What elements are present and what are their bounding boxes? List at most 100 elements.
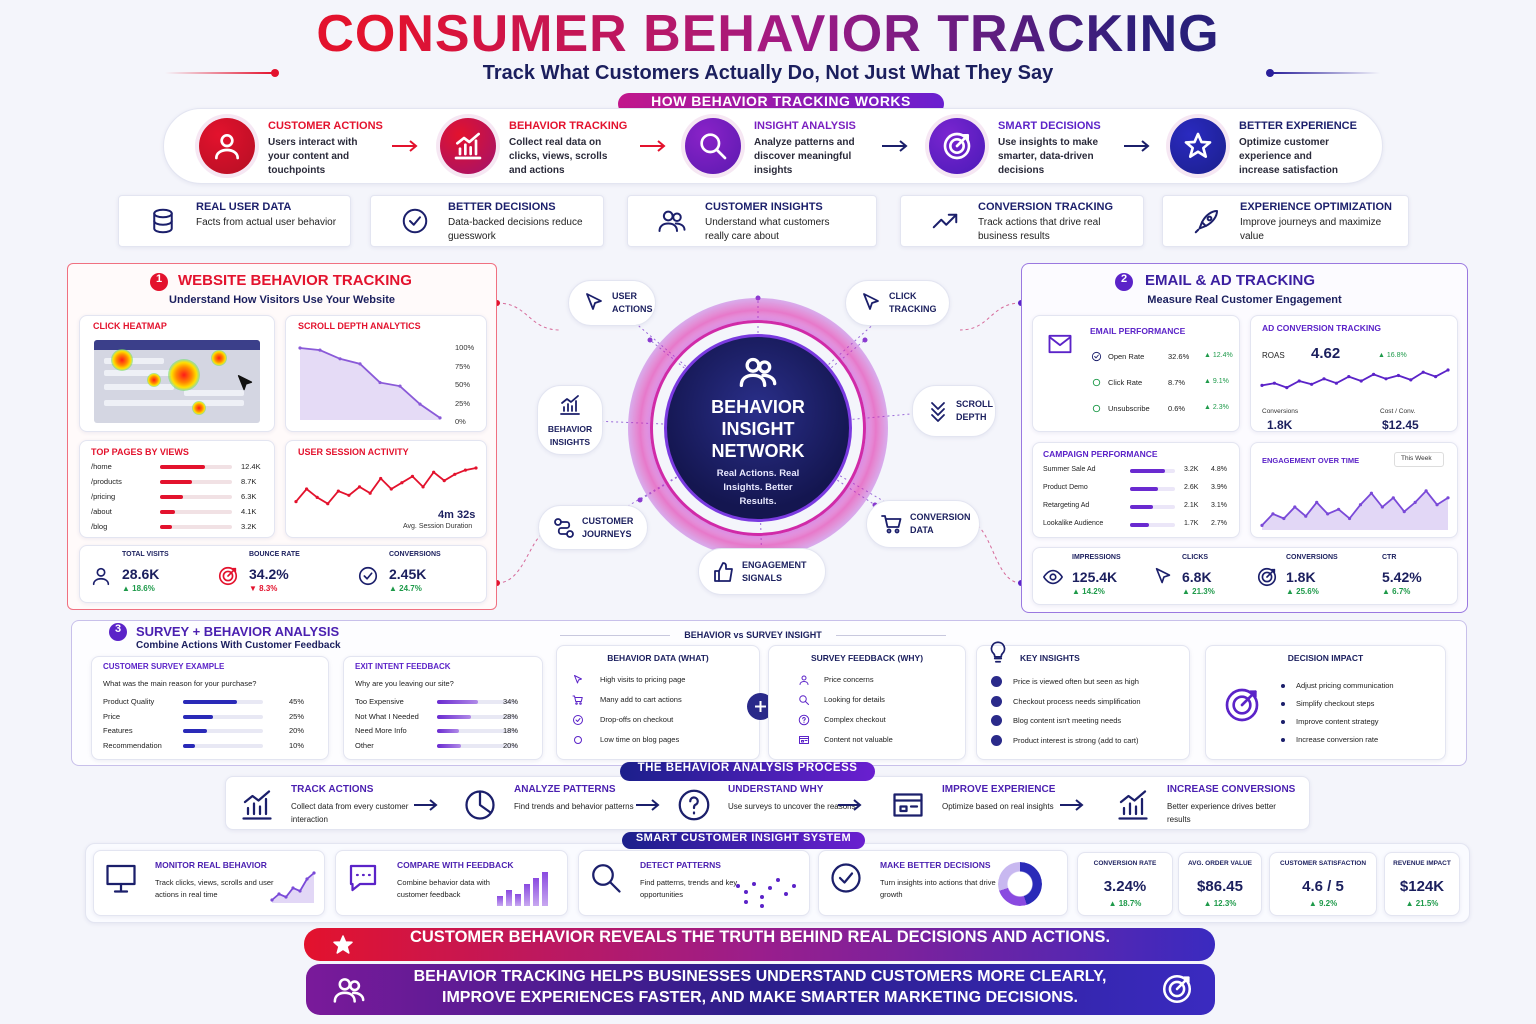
banner-text: CUSTOMER BEHAVIOR REVEALS THE TRUTH BEHI… xyxy=(409,928,1111,946)
spark-dot xyxy=(1334,381,1338,385)
icon-stroke xyxy=(799,736,809,744)
arrow-line xyxy=(636,799,660,811)
spark-dot xyxy=(432,470,436,474)
page-views: 3.2K xyxy=(241,522,257,531)
icon xyxy=(931,402,945,422)
icon-stroke xyxy=(456,132,480,145)
icon-stroke xyxy=(592,864,614,886)
benefit-card xyxy=(627,195,877,247)
icon xyxy=(1092,378,1101,387)
icon xyxy=(560,395,580,415)
bullet xyxy=(1281,702,1285,706)
icon xyxy=(237,375,253,391)
network-node xyxy=(568,280,656,326)
icon-stroke xyxy=(799,681,809,685)
icon-stroke xyxy=(801,675,807,681)
campaign-value: 3.2K xyxy=(1184,466,1199,473)
deco-dot xyxy=(752,882,756,886)
icon-stroke xyxy=(575,718,581,722)
icon-stroke xyxy=(931,402,945,410)
deco-dot xyxy=(744,900,748,904)
system-title: MONITOR REAL BEHAVIOR xyxy=(155,860,267,870)
icon-stroke xyxy=(894,528,900,534)
deco-bar xyxy=(497,896,503,906)
spark-dot xyxy=(398,384,402,388)
process-text: Find trends and behavior patterns xyxy=(514,802,634,811)
icon xyxy=(574,736,582,744)
survey-question: Why are you leaving our site? xyxy=(355,679,454,688)
network-node xyxy=(538,505,648,550)
icon-stroke xyxy=(801,740,804,743)
icon xyxy=(1184,132,1212,158)
arrow xyxy=(636,799,660,811)
kpi-change: ▲ 18.6% xyxy=(122,584,155,593)
roas-value: 4.62 xyxy=(1311,345,1341,362)
icon-stroke xyxy=(658,222,678,232)
icon-stroke xyxy=(831,863,861,893)
step-title: BEHAVIOR TRACKING xyxy=(509,120,628,132)
icon xyxy=(242,790,272,820)
behavior-card xyxy=(556,645,760,760)
benefit-text: Understand what customers really care ab… xyxy=(705,217,830,242)
survey-percent: 28% xyxy=(503,711,519,721)
metric-label: AVG. ORDER VALUE xyxy=(1187,860,1253,867)
network-node xyxy=(845,280,950,326)
icon xyxy=(1091,351,1102,362)
compare-line xyxy=(560,635,670,636)
icon xyxy=(799,695,809,705)
network-node xyxy=(537,385,603,455)
engagement-chart xyxy=(1260,489,1450,530)
page-name: /blog xyxy=(91,522,108,531)
ad-label: Conversions xyxy=(1262,408,1299,415)
spark-dot xyxy=(1336,507,1341,511)
spark-dot xyxy=(389,487,393,491)
icon-stroke xyxy=(351,991,365,1002)
metric-name: Unsubscribe xyxy=(1108,404,1150,413)
panel-title: SURVEY + BEHAVIOR ANALYSIS xyxy=(136,624,340,639)
process-title: UNDERSTAND WHY xyxy=(728,784,824,795)
kpi-change: ▲ 21.3% xyxy=(1182,587,1215,596)
system-text: Track clicks, views, scrolls and user ac… xyxy=(155,878,274,899)
list-item: Improve content strategy xyxy=(1296,717,1379,726)
session-caption: Avg. Session Duration xyxy=(403,523,473,530)
card-title: SCROLL DEPTH ANALYTICS xyxy=(298,321,421,331)
icon-stroke xyxy=(838,872,854,884)
spark-dot xyxy=(1271,512,1275,516)
arrow-line xyxy=(414,799,438,811)
bar-track xyxy=(183,714,263,719)
icon-stroke xyxy=(962,134,969,141)
decor-line xyxy=(1272,72,1380,74)
icon-stroke xyxy=(949,138,965,154)
kpi-label: CONVERSIONS xyxy=(1286,554,1338,561)
benefit-text: Facts from actual user behavior xyxy=(196,217,337,228)
heat-blob xyxy=(192,401,206,415)
roas-label: ROAS xyxy=(1262,351,1285,360)
node-label: CUSTOMER JOURNEYS xyxy=(582,515,634,539)
step-title: CUSTOMER ACTIONS xyxy=(268,120,383,132)
kpi-label: IMPRESSIONS xyxy=(1072,554,1121,561)
kpi-label: CTR xyxy=(1382,554,1397,561)
icon-stroke xyxy=(886,528,892,534)
decor-dot xyxy=(1266,69,1274,77)
node-label: BEHAVIOR INSIGHTS xyxy=(547,424,593,447)
page-views: 12.4K xyxy=(241,462,261,471)
icon-stroke xyxy=(586,293,602,310)
icon xyxy=(798,714,810,726)
icon-stroke xyxy=(714,569,720,582)
icon-stroke xyxy=(1194,228,1200,234)
check-dot xyxy=(991,734,1002,746)
icon xyxy=(831,863,861,893)
icon xyxy=(893,793,923,817)
session-value: 4m 32s xyxy=(438,509,476,521)
metric-value: $86.45 xyxy=(1197,878,1243,895)
dropdown: This Week xyxy=(1394,452,1444,467)
icon xyxy=(714,561,733,582)
spark-dot xyxy=(1396,373,1400,378)
list-item: Checkout process needs simplification xyxy=(1013,696,1141,706)
icon-stroke xyxy=(1206,215,1213,222)
system-text: Combine behavior data with customer feed… xyxy=(397,878,490,899)
icon-stroke xyxy=(802,717,806,722)
metric-change: ▲ 2.3% xyxy=(1204,404,1229,411)
process-text: Collect data from every customer interac… xyxy=(291,802,409,824)
